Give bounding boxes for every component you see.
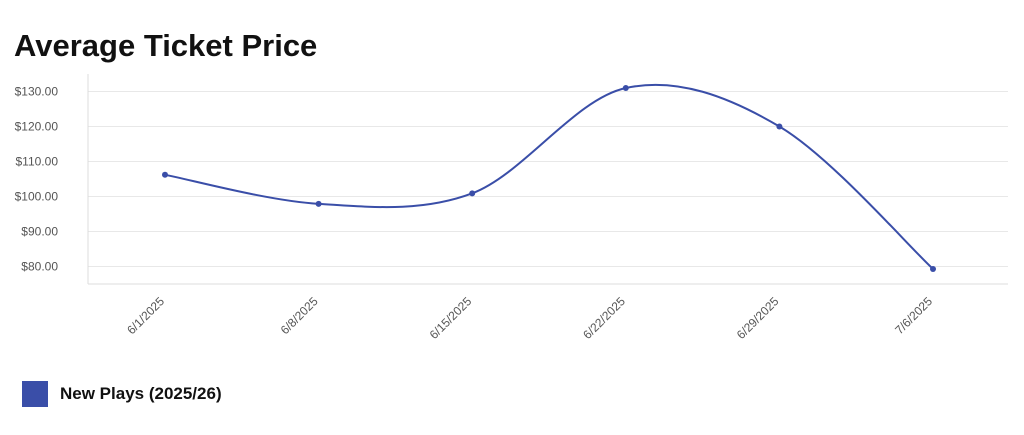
data-point[interactable] bbox=[622, 85, 629, 91]
data-point[interactable] bbox=[469, 190, 476, 197]
y-tick-label: $110.00 bbox=[16, 155, 59, 169]
x-tick-label: 6/8/2025 bbox=[278, 294, 321, 337]
series-line bbox=[164, 83, 934, 270]
x-tick-label: 6/1/2025 bbox=[124, 294, 167, 337]
y-axis-ticks: $80.00 $90.00 $100.00 $110.00 $120.00 $130.00 bbox=[15, 85, 59, 274]
x-tick-label: 6/22/2025 bbox=[580, 294, 628, 342]
x-axis-ticks: 6/1/2025 6/8/2025 6/15/2025 6/22/2025 6/29/2… bbox=[124, 294, 935, 342]
y-tick-label: $100.00 bbox=[15, 190, 59, 204]
x-tick-label: 6/29/2025 bbox=[734, 294, 782, 342]
x-tick-label: 7/6/2025 bbox=[892, 294, 935, 337]
data-point[interactable] bbox=[930, 265, 936, 272]
series-layer bbox=[162, 83, 936, 272]
y-tick-label: $90.00 bbox=[21, 225, 58, 239]
legend: New Plays (2025/26) bbox=[22, 381, 222, 407]
data-point[interactable] bbox=[776, 123, 783, 130]
axes bbox=[87, 74, 1008, 285]
data-point[interactable] bbox=[315, 200, 322, 207]
gridlines bbox=[88, 91, 1008, 267]
data-point[interactable] bbox=[162, 171, 168, 178]
legend-swatch bbox=[22, 381, 48, 407]
y-tick-label: $130.00 bbox=[15, 85, 59, 99]
y-tick-label: $120.00 bbox=[15, 120, 59, 134]
legend-label[interactable]: New Plays (2025/26) bbox=[60, 384, 222, 403]
chart-title: Average Ticket Price bbox=[14, 28, 318, 63]
x-tick-label: 6/15/2025 bbox=[427, 294, 475, 342]
y-tick-label: $80.00 bbox=[21, 260, 58, 274]
